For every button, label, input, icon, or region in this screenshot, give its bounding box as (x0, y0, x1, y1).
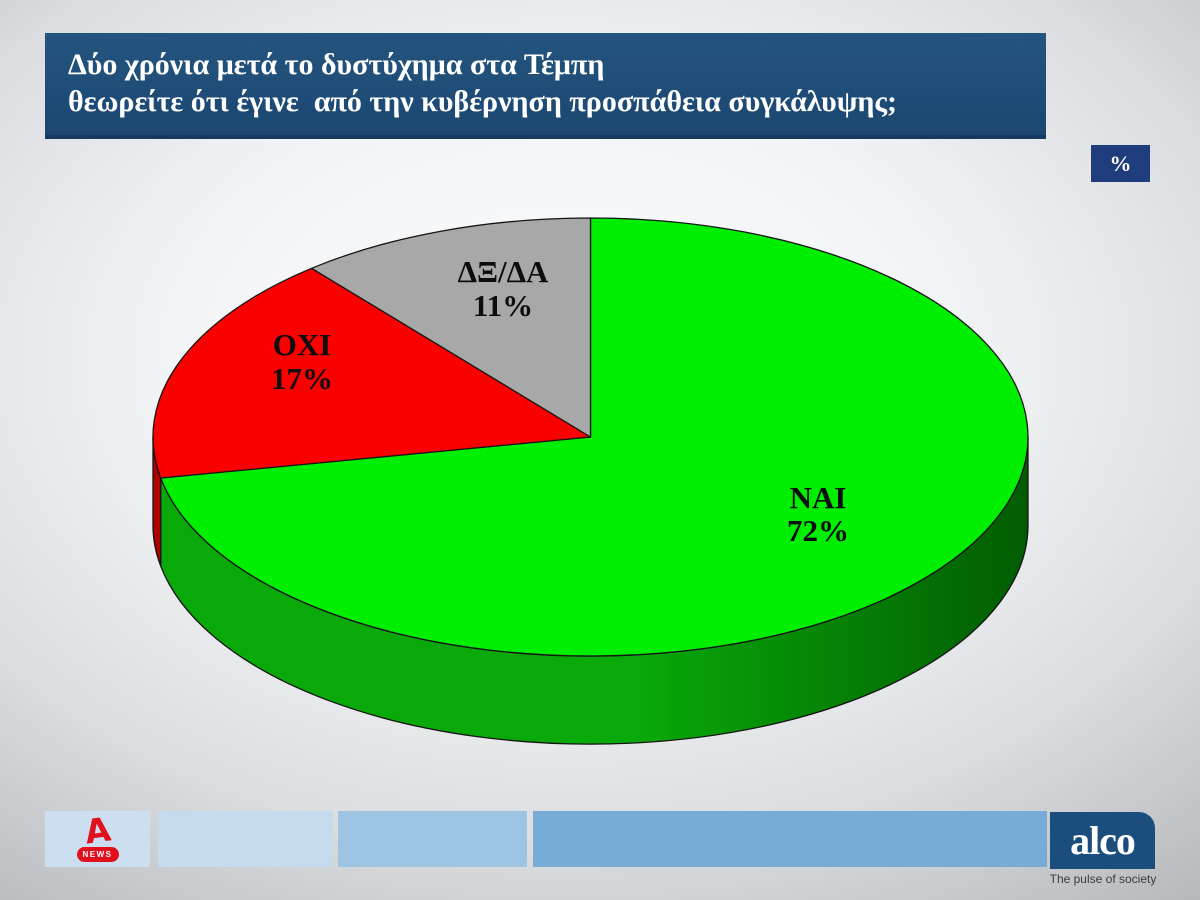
slice-value-nai: 72% (787, 513, 849, 548)
footer-strip-segment-3 (533, 811, 1047, 867)
pie-geometry (152, 217, 1029, 745)
percent-unit-badge: % (1091, 145, 1150, 182)
news-pill: NEWS (76, 847, 119, 862)
slice-label-oxi: ΟΧΙ (273, 327, 332, 362)
alco-logo-text: alco (1070, 817, 1136, 863)
pie-slice-1 (152, 267, 592, 479)
alco-tagline: The pulse of society (1049, 872, 1157, 886)
alpha-news-logo: A NEWS (45, 809, 150, 867)
question-text: Δύο χρόνια μετά το δυστύχημα στα Τέμπη θ… (68, 48, 898, 118)
footer-strip-segment-1 (158, 811, 333, 867)
slice-label-dxda: ΔΞ/ΔΑ (458, 254, 549, 289)
alpha-a-icon: A (82, 809, 113, 852)
slice-value-oxi: 17% (271, 361, 333, 396)
alco-logo: alco (1050, 812, 1155, 869)
slice-label-nai: ΝΑΙ (790, 480, 847, 515)
pie-slice-2 (310, 217, 592, 438)
pie-slice-0 (160, 217, 1029, 657)
question-header: Δύο χρόνια μετά το δυστύχημα στα Τέμπη θ… (45, 33, 1046, 139)
percent-unit-label: % (1109, 150, 1132, 176)
news-label: NEWS (82, 850, 113, 859)
slice-value-dxda: 11% (473, 288, 533, 323)
footer-strip-segment-2 (338, 811, 527, 867)
